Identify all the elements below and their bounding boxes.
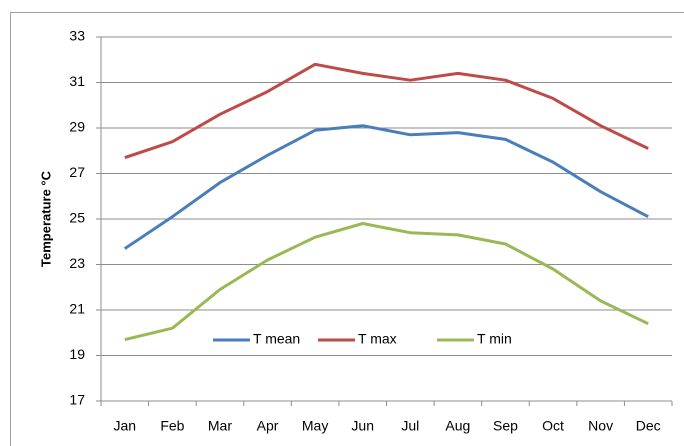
y-axis-title: Temperature °C <box>38 170 53 267</box>
x-tick-label: Dec <box>636 418 661 434</box>
x-tick-label: Jul <box>401 418 419 434</box>
x-tick-label: Jan <box>114 418 137 434</box>
x-tick-label: Mar <box>208 418 232 434</box>
x-tick-label: Apr <box>257 418 279 434</box>
y-tick-label: 31 <box>69 73 85 89</box>
series-line <box>124 62 649 160</box>
y-tick-label: 19 <box>69 346 85 362</box>
y-tick-label: 25 <box>69 210 85 226</box>
y-tick-label: 21 <box>69 301 85 317</box>
legend-label: T mean <box>253 331 300 347</box>
y-tick-label: 17 <box>69 392 85 408</box>
x-tick-label: Nov <box>588 418 613 434</box>
y-tick-label: 33 <box>69 28 85 44</box>
legend-label: T min <box>477 331 512 347</box>
y-tick-label: 23 <box>69 255 85 271</box>
series-line <box>123 124 649 250</box>
series-line <box>124 222 649 342</box>
x-tick-label: Feb <box>160 418 184 434</box>
x-tick-label: Sep <box>493 418 518 434</box>
y-tick-label: 27 <box>69 164 85 180</box>
y-tick-label: 29 <box>69 119 85 135</box>
x-tick-label: Aug <box>445 418 470 434</box>
x-tick-label: Jun <box>351 418 374 434</box>
legend-label: T max <box>358 331 397 347</box>
x-tick-label: Oct <box>542 418 564 434</box>
x-tick-label: May <box>302 418 328 434</box>
